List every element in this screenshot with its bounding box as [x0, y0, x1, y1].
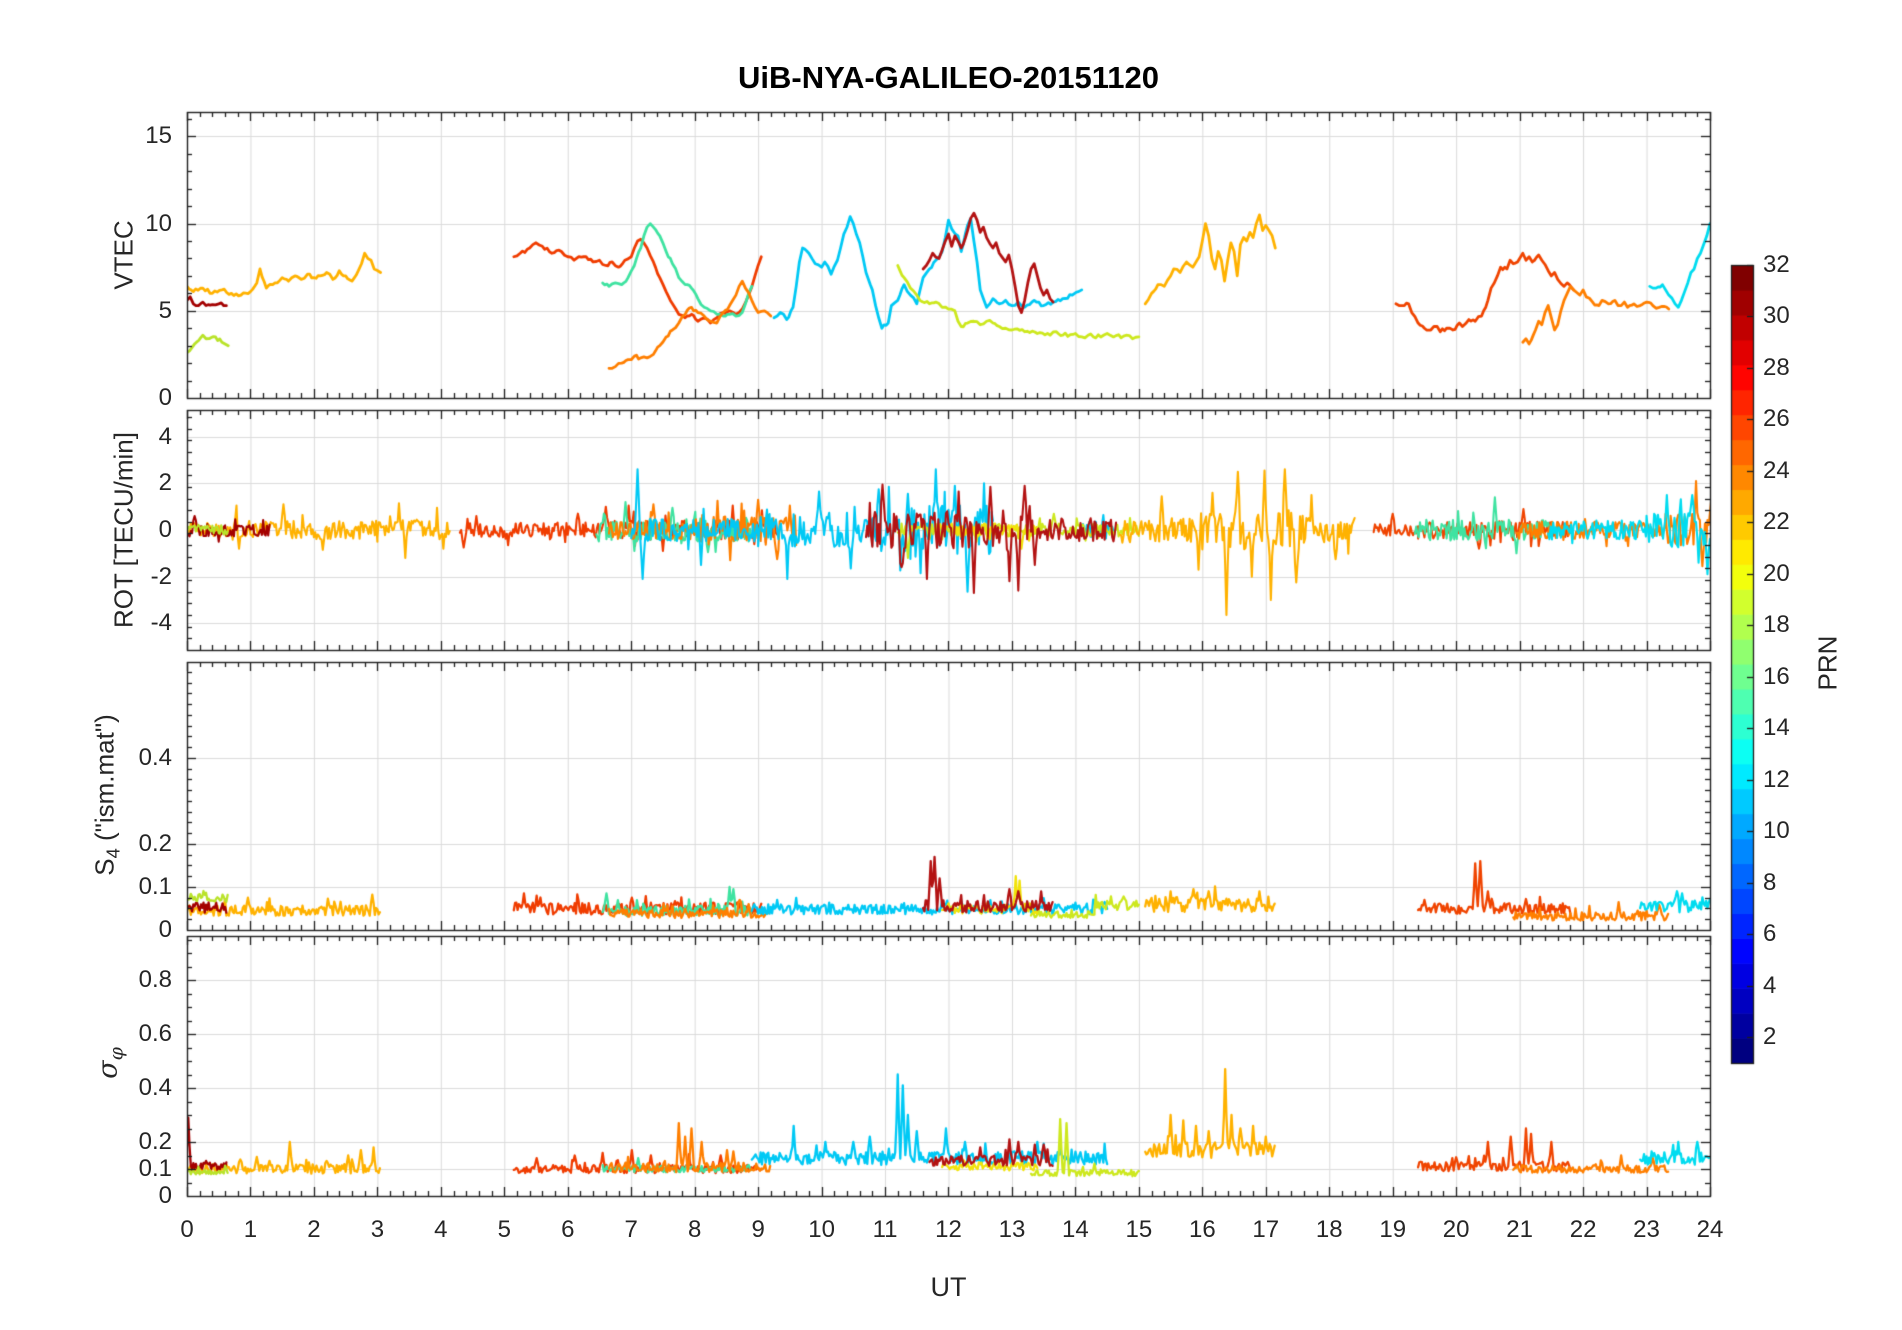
x-tick-label: 17 — [1252, 1216, 1280, 1243]
colorbar-tick-label: 4 — [1763, 971, 1777, 999]
x-tick-label: 15 — [1125, 1216, 1153, 1243]
y-tick-label: 0.8 — [138, 966, 172, 993]
x-tick-label: 24 — [1696, 1216, 1724, 1243]
x-tick-label: 16 — [1188, 1216, 1216, 1243]
prn-colorbar-label: PRN — [1812, 635, 1843, 691]
colorbar-tick-label: 12 — [1763, 765, 1790, 793]
colorbar-tick-label: 8 — [1763, 868, 1777, 896]
x-tick-label: 6 — [561, 1216, 575, 1243]
x-tick-label: 8 — [687, 1216, 702, 1243]
colorbar-tick-label: 16 — [1763, 662, 1790, 690]
y-tick-label: 15 — [145, 122, 172, 150]
figure-title: UiB-NYA-GALILEO-20151120 — [738, 60, 1159, 95]
colorbar-tick-label: 28 — [1763, 353, 1790, 381]
y-tick-label: 0.2 — [138, 829, 172, 857]
x-tick-label: 18 — [1315, 1216, 1343, 1243]
colorbar-tick-label: 18 — [1763, 611, 1790, 639]
x-tick-label: 2 — [307, 1216, 321, 1243]
x-tick-label: 21 — [1506, 1216, 1533, 1243]
x-tick-label: 23 — [1633, 1216, 1660, 1243]
y-tick-label: 0.1 — [138, 1155, 172, 1182]
colorbar-tick-label: 10 — [1763, 817, 1790, 845]
y-tick-label: 0.6 — [138, 1020, 172, 1047]
y-tick-label: 2 — [158, 469, 172, 497]
colorbar-tick-label: 30 — [1763, 302, 1790, 330]
x-tick-label: 22 — [1569, 1216, 1597, 1243]
colorbar-tick-label: 26 — [1763, 405, 1790, 433]
x-tick-label: 13 — [998, 1216, 1026, 1243]
x-tick-label: 4 — [434, 1216, 448, 1243]
colorbar-tick-label: 2 — [1763, 1023, 1777, 1051]
y-tick-label: 0 — [158, 1182, 172, 1209]
x-tick-label: 10 — [808, 1216, 835, 1243]
colorbar-tick-label: 32 — [1763, 251, 1790, 278]
x-tick-label: 20 — [1442, 1216, 1470, 1243]
x-tick-label: 5 — [497, 1216, 511, 1243]
x-tick-label: 7 — [624, 1216, 638, 1243]
y-tick-label: 0.4 — [138, 743, 172, 771]
y-tick-label: 4 — [158, 422, 172, 450]
y-tick-label: 0 — [158, 384, 172, 411]
x-tick-label: 9 — [751, 1216, 765, 1243]
x-tick-label: 12 — [935, 1216, 962, 1243]
x-tick-label: 19 — [1379, 1216, 1407, 1243]
x-tick-label: 1 — [243, 1216, 258, 1243]
y-tick-label: 5 — [158, 296, 172, 324]
x-tick-label: 0 — [180, 1216, 194, 1243]
colorbar-tick-label: 24 — [1763, 456, 1790, 484]
x-tick-label: 14 — [1062, 1216, 1089, 1243]
colorbar-tick-label: 6 — [1763, 920, 1777, 948]
colorbar-tick-label: 22 — [1763, 508, 1790, 536]
colorbar-tick-label: 14 — [1763, 714, 1790, 742]
ut-axis-label: UT — [930, 1272, 967, 1302]
y-tick-label: 0.1 — [138, 872, 172, 900]
y-tick-label: 0.4 — [138, 1074, 172, 1101]
y-tick-label: 0 — [158, 516, 172, 543]
y-tick-label: 0 — [158, 916, 172, 943]
x-tick-label: 11 — [872, 1216, 898, 1243]
x-tick-label: 3 — [370, 1216, 385, 1243]
y-tick-label: 10 — [145, 209, 172, 237]
y-tick-label: -2 — [150, 562, 172, 590]
y-tick-label: 0.2 — [138, 1128, 172, 1155]
y-tick-label: -4 — [150, 609, 172, 637]
colorbar-tick-label: 20 — [1763, 559, 1790, 587]
